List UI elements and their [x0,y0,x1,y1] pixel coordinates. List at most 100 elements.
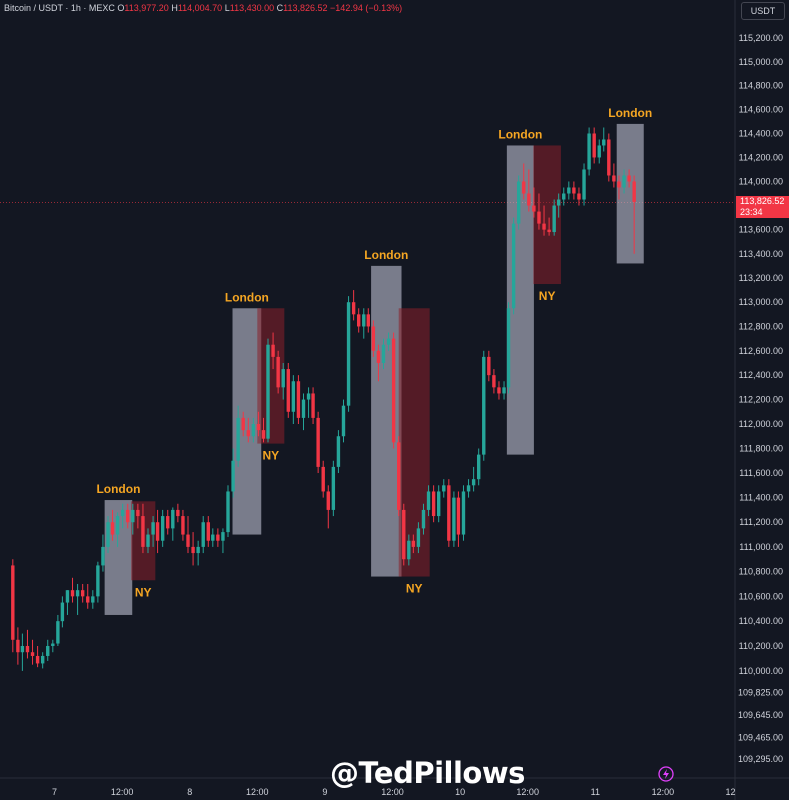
bullish-candle[interactable] [562,187,566,206]
bullish-candle[interactable] [56,614,60,647]
bullish-candle[interactable] [231,448,235,498]
bearish-candle[interactable] [216,528,220,547]
bullish-candle[interactable] [291,375,296,425]
bullish-candle[interactable] [91,590,95,609]
bearish-candle[interactable] [456,491,461,547]
bullish-candle[interactable] [106,516,110,554]
bearish-candle[interactable] [316,411,320,474]
bearish-candle[interactable] [592,127,596,164]
bullish-candle[interactable] [331,460,336,517]
bearish-candle[interactable] [572,181,576,200]
bullish-candle[interactable] [482,350,486,461]
bullish-candle[interactable] [75,583,80,615]
bearish-candle[interactable] [371,320,376,357]
bearish-candle[interactable] [357,308,361,333]
bullish-candle[interactable] [362,308,366,339]
bullish-candle[interactable] [502,381,506,400]
bearish-candle[interactable] [632,175,636,254]
bearish-candle[interactable] [186,516,190,554]
bullish-candle[interactable] [120,503,125,529]
bearish-candle[interactable] [396,436,401,517]
bullish-candle[interactable] [516,175,521,230]
bearish-candle[interactable] [271,332,275,370]
bearish-candle[interactable] [256,411,261,437]
bullish-candle[interactable] [266,338,270,443]
bearish-candle[interactable] [241,411,245,437]
bearish-candle[interactable] [311,387,315,425]
bullish-candle[interactable] [40,652,45,669]
bearish-candle[interactable] [321,460,325,498]
bearish-candle[interactable] [261,417,266,443]
bearish-candle[interactable] [522,163,526,200]
bearish-candle[interactable] [411,534,416,554]
bearish-candle[interactable] [447,479,451,547]
bearish-candle[interactable] [577,187,581,206]
bearish-candle[interactable] [532,187,536,218]
bullish-candle[interactable] [442,479,446,498]
bearish-candle[interactable] [527,169,531,212]
bullish-candle[interactable] [452,491,456,547]
bearish-candle[interactable] [492,369,496,394]
bearish-candle[interactable] [136,503,140,529]
bullish-candle[interactable] [416,522,421,554]
bearish-candle[interactable] [35,646,40,668]
bullish-candle[interactable] [461,485,466,541]
bullish-candle[interactable] [236,405,240,467]
bullish-candle[interactable] [171,507,175,541]
bullish-candle[interactable] [51,639,55,653]
bullish-candle[interactable] [115,512,120,547]
bullish-candle[interactable] [567,181,571,200]
bullish-candle[interactable] [381,338,386,370]
bullish-candle[interactable] [151,516,155,547]
bearish-candle[interactable] [16,627,20,665]
bullish-candle[interactable] [336,430,341,474]
bearish-candle[interactable] [155,509,160,554]
bearish-candle[interactable] [70,577,75,603]
bearish-candle[interactable] [351,290,356,321]
bearish-candle[interactable] [326,485,330,529]
bearish-candle[interactable] [25,629,30,659]
bullish-candle[interactable] [587,127,591,176]
bullish-candle[interactable] [65,590,70,615]
bearish-candle[interactable] [86,583,90,609]
bullish-candle[interactable] [211,528,215,547]
bullish-candle[interactable] [506,302,511,394]
currency-selector[interactable]: USDT [741,2,785,20]
bearish-candle[interactable] [181,509,185,541]
bullish-candle[interactable] [20,633,25,671]
bearish-candle[interactable] [617,175,621,200]
bearish-candle[interactable] [542,205,546,236]
bullish-candle[interactable] [60,596,65,628]
bullish-candle[interactable] [476,448,481,486]
bearish-candle[interactable] [296,375,301,425]
bullish-candle[interactable] [226,485,230,538]
bearish-candle[interactable] [612,163,616,188]
bearish-candle[interactable] [366,308,370,333]
bearish-candle[interactable] [537,193,541,230]
bullish-candle[interactable] [407,534,411,566]
bearish-candle[interactable] [191,532,195,566]
bullish-candle[interactable] [386,332,391,351]
bearish-candle[interactable] [126,503,130,529]
bearish-candle[interactable] [246,417,250,443]
bullish-candle[interactable] [556,193,561,218]
bullish-candle[interactable] [96,561,100,603]
bullish-candle[interactable] [301,393,306,431]
bullish-candle[interactable] [101,534,105,572]
bearish-candle[interactable] [431,485,436,523]
bullish-candle[interactable] [582,163,586,206]
bearish-candle[interactable] [11,559,15,653]
bullish-candle[interactable] [597,139,601,164]
bearish-candle[interactable] [176,503,180,523]
bullish-candle[interactable] [146,528,150,554]
bearish-candle[interactable] [206,516,210,547]
bearish-candle[interactable] [607,133,611,182]
bullish-candle[interactable] [251,417,256,443]
bearish-candle[interactable] [497,381,501,400]
bullish-candle[interactable] [341,399,346,443]
bearish-candle[interactable] [166,509,170,535]
bullish-candle[interactable] [221,528,225,554]
bullish-candle[interactable] [436,485,441,523]
bullish-candle[interactable] [346,296,351,412]
